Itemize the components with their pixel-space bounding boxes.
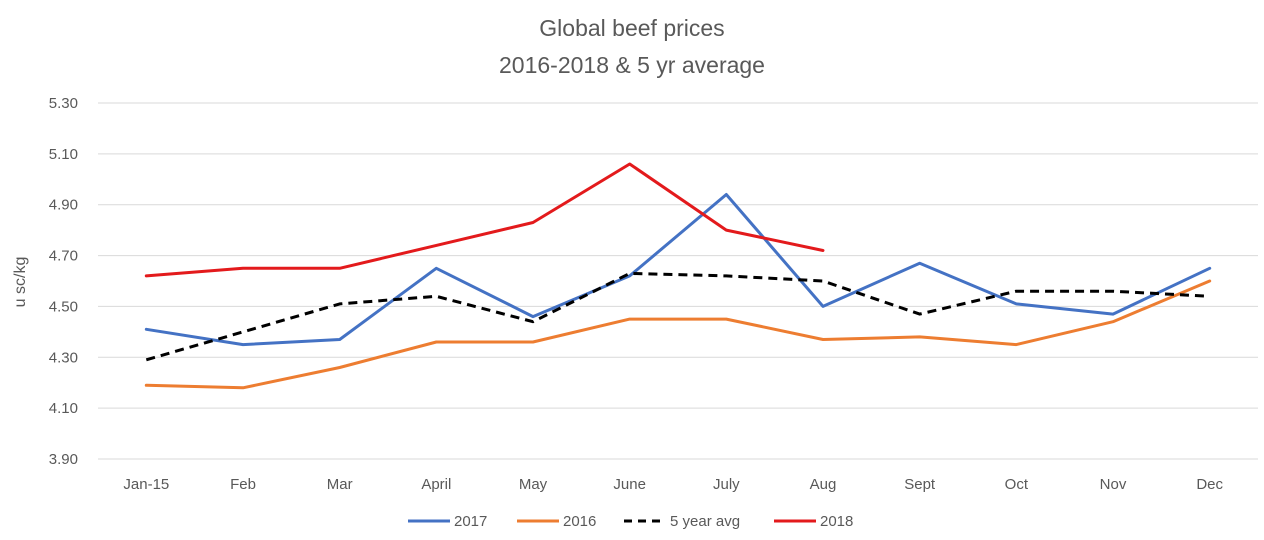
- series-line-2017: [144, 193, 1212, 347]
- series-line-2016: [144, 279, 1212, 390]
- y-tick-label: 4.90: [49, 197, 78, 214]
- chart-subtitle: 2016-2018 & 5 yr average: [499, 52, 765, 78]
- x-tick-label: Feb: [230, 476, 256, 493]
- x-axis-ticks: Jan-15 Feb Mar April May June July Aug Sept Oct No…: [123, 476, 1223, 493]
- y-tick-label: 3.90: [49, 451, 78, 468]
- series-lines: [144, 162, 1212, 390]
- x-tick-label: Oct: [1005, 476, 1029, 493]
- y-tick-label: 4.10: [49, 400, 78, 417]
- x-tick-label: Mar: [327, 476, 353, 493]
- y-axis-ticks: 3.90 4.10 4.30 4.50 4.70 4.90 5.10 5.30: [49, 95, 78, 468]
- chart-title: Global beef prices: [539, 15, 724, 41]
- y-tick-label: 5.30: [49, 95, 78, 112]
- legend-label: 5 year avg: [670, 513, 740, 530]
- gridlines: [98, 102, 1258, 460]
- x-tick-label: July: [713, 476, 740, 493]
- legend: 2017 2016 5 year avg 2018: [408, 513, 853, 530]
- x-tick-label: April: [421, 476, 451, 493]
- x-tick-label: Dec: [1196, 476, 1223, 493]
- legend-label: 2016: [563, 513, 596, 530]
- y-tick-label: 4.50: [49, 298, 78, 315]
- y-axis-label: u sc/kg: [12, 257, 29, 308]
- series-line-5-year-avg: [145, 271, 1210, 362]
- x-tick-label: June: [613, 476, 646, 493]
- x-tick-label: Jan-15: [123, 476, 169, 493]
- x-tick-label: Aug: [810, 476, 837, 493]
- x-tick-label: Nov: [1100, 476, 1127, 493]
- y-tick-label: 4.70: [49, 248, 78, 265]
- x-tick-label: Sept: [904, 476, 936, 493]
- y-tick-label: 5.10: [49, 146, 78, 163]
- y-tick-label: 4.30: [49, 349, 78, 366]
- legend-label: 2018: [820, 513, 853, 530]
- x-tick-label: May: [519, 476, 548, 493]
- legend-label: 2017: [454, 513, 487, 530]
- series-line-2018: [144, 162, 825, 278]
